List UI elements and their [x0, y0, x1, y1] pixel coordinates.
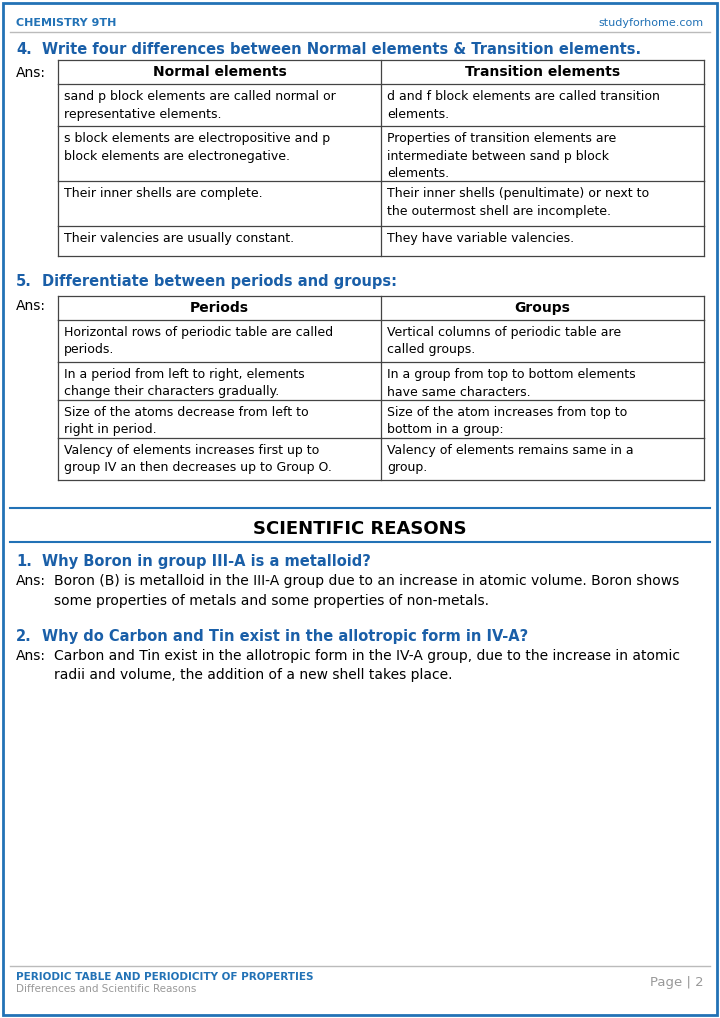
Text: In a period from left to right, elements
change their characters gradually.: In a period from left to right, elements… [64, 367, 305, 398]
Text: Size of the atom increases from top to
bottom in a group:: Size of the atom increases from top to b… [387, 406, 627, 437]
Bar [58, 362, 704, 400]
Bar [58, 84, 704, 126]
Text: 1.: 1. [16, 554, 32, 569]
Text: Ans:: Ans: [16, 649, 46, 663]
Bar [58, 126, 704, 181]
Text: Valency of elements remains same in a
group.: Valency of elements remains same in a gr… [387, 444, 634, 474]
Text: Horizontal rows of periodic table are called
periods.: Horizontal rows of periodic table are ca… [64, 326, 333, 356]
Text: 2.: 2. [16, 629, 32, 644]
Text: Their inner shells (penultimate) or next to
the outermost shell are incomplete.: Their inner shells (penultimate) or next… [387, 187, 649, 218]
Text: CHEMISTRY 9TH: CHEMISTRY 9TH [16, 18, 117, 29]
Text: Ans:: Ans: [16, 299, 46, 313]
Text: They have variable valencies.: They have variable valencies. [387, 232, 574, 245]
Text: Write four differences between Normal elements & Transition elements.: Write four differences between Normal el… [42, 42, 641, 57]
Text: Differentiate between periods and groups:: Differentiate between periods and groups… [42, 274, 397, 289]
Text: Their inner shells are complete.: Their inner shells are complete. [64, 187, 263, 200]
Text: In a group from top to bottom elements
have same characters.: In a group from top to bottom elements h… [387, 367, 636, 398]
Text: 5.: 5. [16, 274, 32, 289]
Text: Boron (B) is metalloid in the III-A group due to an increase in atomic volume. B: Boron (B) is metalloid in the III-A grou… [54, 574, 679, 608]
Text: Valency of elements increases first up to
group IV an then decreases up to Group: Valency of elements increases first up t… [64, 444, 332, 474]
Text: Transition elements: Transition elements [465, 65, 620, 79]
Text: SCIENTIFIC REASONS: SCIENTIFIC REASONS [253, 520, 467, 538]
Text: s block elements are electropositive and p
block elements are electronegative.: s block elements are electropositive and… [64, 132, 330, 163]
Text: Vertical columns of periodic table are
called groups.: Vertical columns of periodic table are c… [387, 326, 621, 356]
Text: Normal elements: Normal elements [153, 65, 287, 79]
Bar [58, 438, 704, 480]
Bar [58, 400, 704, 438]
Text: Carbon and Tin exist in the allotropic form in the IV-A group, due to the increa: Carbon and Tin exist in the allotropic f… [54, 649, 680, 682]
Text: Why do Carbon and Tin exist in the allotropic form in IV-A?: Why do Carbon and Tin exist in the allot… [42, 629, 528, 644]
Bar [58, 296, 704, 320]
Text: Periods: Periods [190, 301, 249, 315]
Text: PERIODIC TABLE AND PERIODICITY OF PROPERTIES: PERIODIC TABLE AND PERIODICITY OF PROPER… [16, 972, 313, 982]
Text: studyforhome.com: studyforhome.com [599, 18, 704, 29]
Text: Size of the atoms decrease from left to
right in period.: Size of the atoms decrease from left to … [64, 406, 309, 437]
Text: Properties of transition elements are
intermediate between sand p block
elements: Properties of transition elements are in… [387, 132, 616, 180]
Text: Page | 2: Page | 2 [650, 976, 704, 989]
Text: 4.: 4. [16, 42, 32, 57]
Text: Ans:: Ans: [16, 574, 46, 588]
Text: Differences and Scientific Reasons: Differences and Scientific Reasons [16, 984, 197, 994]
Bar [58, 226, 704, 256]
Text: d and f block elements are called transition
elements.: d and f block elements are called transi… [387, 90, 660, 120]
Text: Their valencies are usually constant.: Their valencies are usually constant. [64, 232, 294, 245]
Text: Why Boron in group III-A is a metalloid?: Why Boron in group III-A is a metalloid? [42, 554, 371, 569]
Bar [58, 320, 704, 362]
Text: sand p block elements are called normal or
representative elements.: sand p block elements are called normal … [64, 90, 336, 120]
Bar [58, 60, 704, 84]
Text: Groups: Groups [515, 301, 570, 315]
Text: Ans:: Ans: [16, 66, 46, 80]
Bar [58, 181, 704, 226]
